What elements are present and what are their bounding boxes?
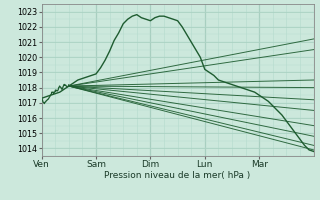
X-axis label: Pression niveau de la mer( hPa ): Pression niveau de la mer( hPa ) <box>104 171 251 180</box>
